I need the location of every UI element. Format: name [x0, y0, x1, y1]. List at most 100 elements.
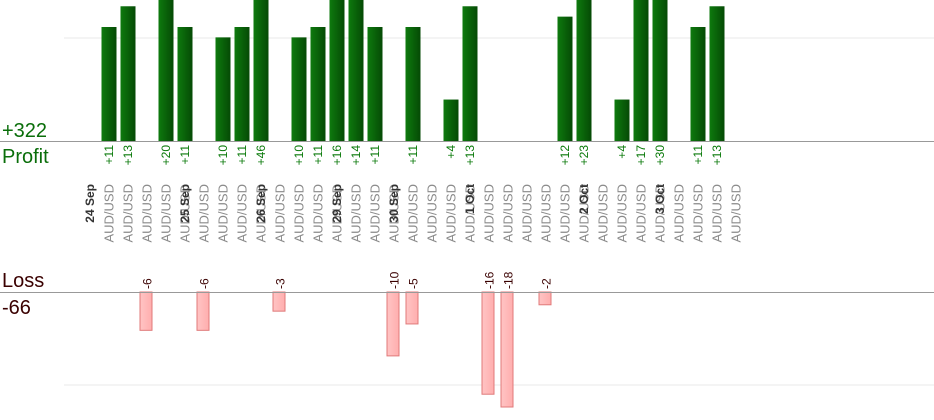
profit-value-label: +13 [463, 145, 477, 166]
profit-value-label: +12 [558, 145, 572, 166]
profit-value-label: +10 [292, 145, 306, 166]
gridlines [64, 37, 934, 386]
profit-value-label: +14 [349, 145, 363, 166]
profit-bar [652, 0, 668, 141]
pair-label: AUD/USD [691, 184, 706, 243]
pair-label: AUD/USD [425, 184, 440, 243]
profit-bar [348, 0, 364, 141]
date-labels: 24 Sep 25 Sep 26 Sep 29 Sep 30 Sep 1 Oct 2 Oct… [83, 184, 667, 223]
loss-bar [538, 291, 552, 306]
profit-value-label: +11 [406, 145, 420, 165]
profit-bar [462, 6, 478, 142]
pair-label: AUD/USD [140, 184, 155, 243]
pair-label: AUD/USD [121, 184, 136, 243]
pair-label: AUD/USD [482, 184, 497, 243]
profit-title: Profit [2, 146, 49, 168]
loss-bars [139, 291, 552, 408]
loss-bar [139, 291, 153, 331]
pair-label: AUD/USD [292, 184, 307, 243]
profit-bar [234, 27, 250, 141]
pair-label: AUD/USD [178, 184, 193, 243]
profit-total: +322 [2, 120, 48, 142]
date-label: 25 Sep [178, 184, 192, 223]
profit-value-label: +4 [444, 145, 458, 159]
pair-label: AUD/USD [197, 184, 212, 243]
profit-value-label: +11 [691, 145, 705, 165]
pair-label: AUD/USD [520, 184, 535, 243]
pair-label: AUD/USD [444, 184, 459, 243]
pair-label: AUD/USD [273, 184, 288, 243]
profit-value-label: +11 [235, 145, 249, 165]
profit-bar [690, 27, 706, 141]
profit-value-label: +13 [710, 145, 724, 166]
pair-label: AUD/USD [387, 184, 402, 243]
pair-label: AUD/USD [729, 184, 744, 243]
loss-bar [481, 291, 495, 395]
pair-label: AUD/USD [406, 184, 421, 243]
pair-label: AUD/USD [672, 184, 687, 243]
loss-value-label: -16 [483, 271, 497, 289]
loss-value-label: -3 [274, 278, 288, 289]
profit-bar [614, 99, 630, 141]
profit-value-label: +13 [121, 145, 135, 166]
pair-labels: AUD/USD AUD/USD AUD/USD AUD/USD AUD/USD AUD/U… [102, 184, 744, 243]
pair-label: AUD/USD [710, 184, 725, 243]
pair-label: AUD/USD [254, 184, 269, 243]
profit-bar [557, 16, 573, 141]
profit-value-labels: +11 +13 +20 +11 +10 +11 +46 +10 +11 +16 +14 +11 +11 +… [102, 145, 724, 166]
profit-value-label: +46 [254, 145, 268, 166]
profit-bar [253, 0, 269, 141]
pair-label: AUD/USD [577, 184, 592, 243]
pair-label: AUD/USD [330, 184, 345, 243]
pair-label: AUD/USD [235, 184, 250, 243]
loss-title: Loss [2, 270, 45, 292]
profit-bar [215, 37, 231, 142]
profit-bar [367, 27, 383, 141]
loss-value-label: -6 [198, 278, 212, 289]
profit-value-label: +20 [159, 145, 173, 166]
profit-bar [310, 27, 326, 141]
loss-bar [386, 291, 400, 357]
profit-value-label: +11 [368, 145, 382, 165]
profit-value-label: +11 [178, 145, 192, 165]
profit-bar [291, 37, 307, 142]
profit-bar [443, 99, 459, 141]
date-label: 2 Oct [577, 184, 591, 214]
pair-label: AUD/USD [653, 184, 668, 243]
pair-label: AUD/USD [501, 184, 516, 243]
date-label: 3 Oct [653, 184, 667, 214]
pair-label: AUD/USD [102, 184, 117, 243]
profit-bar [709, 6, 725, 142]
pair-label: AUD/USD [368, 184, 383, 243]
loss-value-labels: -6 -6 -3 -10 -5 -16 -18 -2 [141, 271, 554, 289]
date-label: 30 Sep [387, 184, 401, 223]
profit-value-label: +17 [634, 145, 648, 166]
profit-bar [158, 0, 174, 141]
loss-bar [272, 291, 286, 312]
pair-label: AUD/USD [596, 184, 611, 243]
profit-value-label: +30 [653, 145, 667, 166]
pair-label: AUD/USD [463, 184, 478, 243]
date-label: 24 Sep [83, 184, 97, 223]
profit-bar [405, 27, 421, 141]
profit-bars [101, 0, 725, 142]
loss-total: -66 [2, 297, 31, 319]
loss-bar [196, 291, 210, 331]
profit-value-label: +10 [216, 145, 230, 166]
loss-value-label: -5 [407, 278, 421, 289]
profit-bar [101, 27, 117, 141]
loss-value-label: -10 [388, 271, 402, 289]
profit-value-label: +11 [311, 145, 325, 165]
profit-bar [120, 6, 136, 142]
pair-label: AUD/USD [615, 184, 630, 243]
profit-value-label: +4 [615, 145, 629, 159]
profit-value-label: +23 [577, 145, 591, 166]
profit-bar [633, 0, 649, 141]
pair-label: AUD/USD [558, 184, 573, 243]
loss-value-label: -2 [540, 278, 554, 289]
pair-label: AUD/USD [539, 184, 554, 243]
loss-bar [500, 291, 514, 408]
date-label: 29 Sep [330, 184, 344, 223]
pair-label: AUD/USD [349, 184, 364, 243]
